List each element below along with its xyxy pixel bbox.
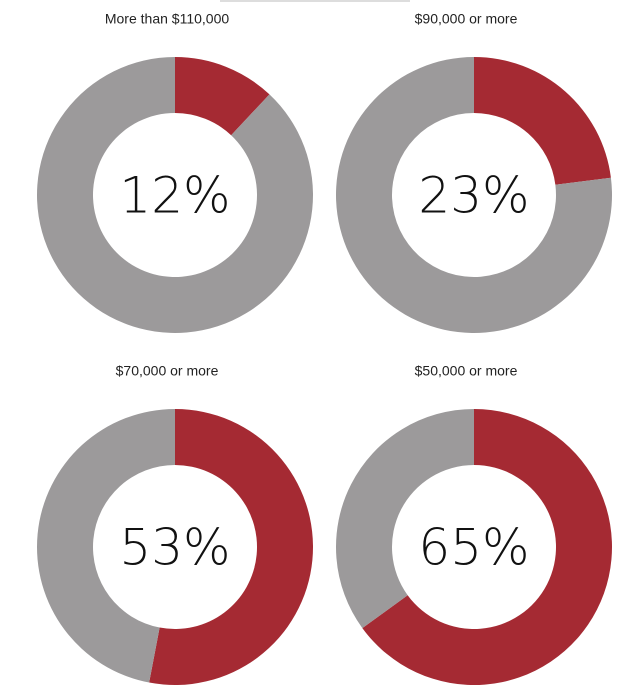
donut-segment — [37, 409, 176, 683]
donut-segment — [36, 57, 314, 333]
chart-title: More than $110,000 — [105, 11, 229, 27]
center-label: 53% — [119, 519, 230, 577]
donut-segment — [175, 57, 270, 136]
chart-title: $50,000 or more — [415, 363, 518, 379]
center-label: 65% — [418, 519, 529, 577]
donut-segment — [335, 57, 612, 333]
center-label: 23% — [418, 167, 529, 225]
donut-segment — [362, 409, 612, 685]
top-rule — [220, 0, 410, 2]
donut-segment — [335, 409, 474, 629]
chart-title: $70,000 or more — [116, 363, 219, 379]
donut-segment — [474, 57, 611, 185]
donut-segment — [149, 409, 314, 685]
center-label: 12% — [119, 167, 230, 225]
chart-title: $90,000 or more — [415, 11, 518, 27]
